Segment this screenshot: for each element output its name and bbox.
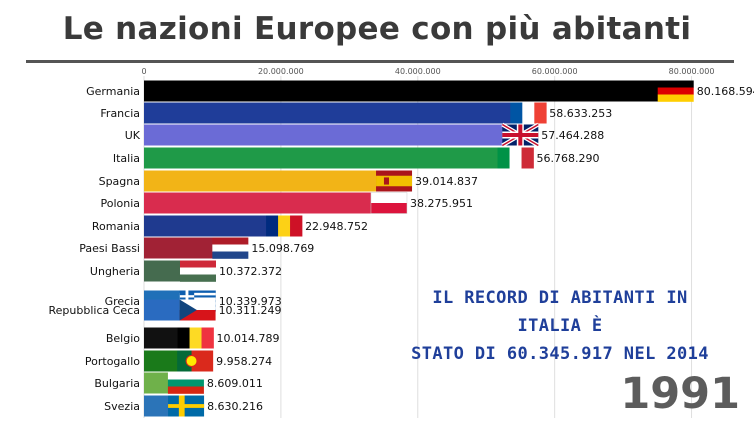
flag-icon-it bbox=[497, 147, 534, 169]
value-label: 10.372.372 bbox=[219, 265, 282, 278]
category-label: Bulgaria bbox=[94, 377, 140, 390]
flag-icon-pt bbox=[177, 350, 214, 372]
value-label: 80.168.594 bbox=[697, 85, 754, 98]
value-label: 10.311.249 bbox=[219, 304, 282, 317]
x-tick-label: 60.000.000 bbox=[532, 67, 578, 76]
bar-row: UK 57.464.288 bbox=[125, 122, 604, 148]
bar-row: Portogallo 9.958.274 bbox=[85, 350, 272, 372]
bar-row: Paesi Bassi 15.098.769 bbox=[79, 237, 314, 259]
flag-icon-hu bbox=[179, 260, 216, 282]
flag-icon-de bbox=[657, 80, 694, 102]
bar-row: Germania 80.168.594 bbox=[86, 80, 754, 102]
x-tick-label: 20.000.000 bbox=[258, 67, 304, 76]
bar-row: Polonia 38.275.951 bbox=[100, 192, 473, 214]
bar bbox=[144, 147, 533, 169]
x-tick-label: 80.000.000 bbox=[669, 67, 715, 76]
flag-icon-fr bbox=[510, 102, 547, 124]
value-label: 57.464.288 bbox=[541, 129, 604, 142]
flag-icon-pl bbox=[370, 192, 408, 214]
category-label: Romania bbox=[92, 220, 140, 233]
flag-icon-ro bbox=[266, 215, 303, 237]
category-label: Francia bbox=[100, 107, 140, 120]
category-label: Germania bbox=[86, 85, 140, 98]
bar-row: Italia 56.768.290 bbox=[113, 147, 600, 169]
bar-row: Ungheria 10.372.372 bbox=[90, 260, 282, 282]
bar-row: Repubblica Ceca 10.311.249 bbox=[49, 299, 282, 321]
bar bbox=[144, 124, 538, 146]
bar-row: Romania 22.948.752 bbox=[92, 215, 368, 237]
year-label: 1991 bbox=[620, 369, 740, 419]
value-label: 10.339.973 bbox=[219, 295, 282, 308]
category-label: Spagna bbox=[99, 175, 140, 188]
value-label: 9.958.274 bbox=[216, 355, 272, 368]
bar-row: Spagna 39.014.837 bbox=[99, 170, 478, 192]
flag-icon-cz bbox=[179, 299, 216, 321]
flag-icon-nl bbox=[212, 237, 249, 259]
value-label: 8.609.011 bbox=[207, 377, 263, 390]
x-tick-label: 0 bbox=[141, 67, 146, 76]
bar bbox=[144, 102, 546, 124]
chart-title: Le nazioni Europee con più abitanti bbox=[62, 11, 692, 47]
category-label: Belgio bbox=[106, 332, 140, 345]
bar bbox=[144, 215, 302, 237]
value-label: 8.630.216 bbox=[207, 400, 263, 413]
category-label: Svezia bbox=[104, 400, 140, 413]
record-note-line-1: IL RECORD DI ABITANTI IN ITALIA È bbox=[432, 288, 688, 336]
bar bbox=[144, 192, 406, 214]
flag-icon-se bbox=[168, 395, 205, 417]
bar-row: Belgio 10.014.789 bbox=[106, 327, 280, 349]
flag-icon-uk bbox=[501, 122, 540, 148]
value-label: 10.014.789 bbox=[217, 332, 280, 345]
value-label: 39.014.837 bbox=[415, 175, 478, 188]
value-label: 38.275.951 bbox=[410, 197, 473, 210]
category-label: Repubblica Ceca bbox=[49, 304, 140, 317]
x-tick-label: 40.000.000 bbox=[395, 67, 441, 76]
value-label: 22.948.752 bbox=[305, 220, 368, 233]
bar-row: Francia 58.633.253 bbox=[100, 102, 612, 124]
record-note: IL RECORD DI ABITANTI IN ITALIA È STATO … bbox=[410, 284, 710, 368]
category-label: Grecia bbox=[105, 295, 140, 308]
flag-icon-be bbox=[177, 327, 214, 349]
bar-row: Bulgaria 8.609.011 bbox=[94, 372, 263, 394]
category-label: Italia bbox=[113, 152, 140, 165]
category-label: Paesi Bassi bbox=[79, 242, 140, 255]
title-divider bbox=[26, 60, 734, 63]
flag-icon-bg bbox=[167, 372, 204, 394]
category-label: UK bbox=[125, 129, 141, 142]
value-label: 15.098.769 bbox=[251, 242, 314, 255]
value-label: 56.768.290 bbox=[537, 152, 600, 165]
category-label: Portogallo bbox=[85, 355, 140, 368]
value-label: 58.633.253 bbox=[549, 107, 612, 120]
category-label: Ungheria bbox=[90, 265, 140, 278]
category-label: Polonia bbox=[100, 197, 140, 210]
record-note-line-2: STATO DI 60.345.917 NEL 2014 bbox=[411, 344, 709, 364]
bar-row: Svezia 8.630.216 bbox=[104, 395, 263, 417]
bar bbox=[144, 170, 412, 192]
bar bbox=[144, 80, 693, 102]
flag-icon-es bbox=[376, 170, 413, 192]
